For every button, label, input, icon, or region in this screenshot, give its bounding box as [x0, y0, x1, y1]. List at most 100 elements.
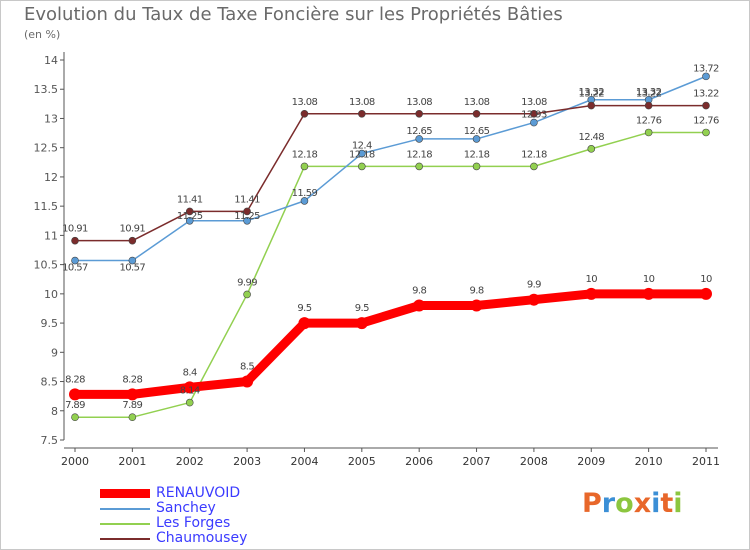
x-tick-label: 2008 [520, 455, 548, 468]
logo-letter: o [615, 488, 634, 519]
data-label: 12.4 [352, 141, 372, 152]
data-point [183, 381, 196, 394]
data-point [241, 375, 254, 388]
x-tick-label: 2000 [61, 455, 89, 468]
logo-letter: t [660, 488, 674, 519]
series-line [75, 104, 706, 242]
legend-swatch-chaumousey [100, 538, 150, 540]
data-point [642, 287, 655, 300]
data-point [243, 207, 251, 216]
x-tick-label: 2006 [405, 455, 433, 468]
logo-letter: x [633, 488, 652, 519]
data-point [358, 109, 366, 118]
x-tick-label: 2003 [233, 455, 261, 468]
data-point [527, 293, 540, 306]
data-point [472, 162, 481, 171]
data-point [300, 109, 309, 118]
x-tick-label: 2002 [176, 455, 204, 468]
y-tick-label: 8.5 [41, 376, 59, 389]
data-label: 10 [586, 274, 598, 285]
data-label: 13.22 [578, 89, 604, 100]
data-label: 9.5 [297, 303, 311, 314]
legend-label-renauvoid: RENAUVOID [156, 485, 241, 501]
data-point [700, 287, 712, 300]
data-label: 13.32 [636, 87, 662, 98]
data-label: 12.93 [521, 110, 547, 121]
chart-title: Evolution du Taux de Taxe Foncière sur l… [24, 4, 563, 25]
proxiti-logo: Proxiti [582, 488, 683, 519]
legend-swatch-renauvoid [100, 489, 150, 498]
series-line [75, 289, 706, 399]
data-label: 13.08 [292, 97, 318, 108]
legend-swatch-sanchey [100, 508, 150, 510]
data-label: 10 [700, 274, 712, 285]
data-label: 13.08 [521, 97, 547, 108]
data-point [530, 162, 538, 171]
data-point [71, 236, 79, 245]
y-tick-label: 11.5 [34, 200, 59, 213]
data-point [243, 290, 251, 299]
data-label: 9.8 [412, 286, 426, 297]
data-label: 11.25 [177, 211, 203, 222]
y-tick-label: 13.5 [34, 83, 59, 96]
data-point [587, 145, 596, 153]
logo-letter: i [673, 488, 683, 519]
x-tick-label: 2001 [118, 455, 146, 468]
data-point [530, 109, 538, 118]
data-label: 8.28 [65, 374, 85, 385]
y-tick-label: 14 [44, 54, 58, 67]
data-label: 13.22 [636, 89, 662, 100]
series-line [75, 131, 706, 418]
data-label: 10.57 [62, 263, 88, 274]
data-point [128, 256, 137, 265]
legend-swatch-les-forges [100, 523, 150, 525]
data-label: 13.22 [693, 89, 719, 100]
data-label: 9.5 [355, 303, 369, 314]
y-tick-label: 12 [44, 171, 58, 184]
data-point [358, 162, 366, 171]
data-label: 13.08 [349, 97, 375, 108]
data-point [358, 149, 366, 158]
y-tick-label: 13 [44, 112, 58, 125]
data-point [413, 299, 426, 312]
x-tick-label: 2007 [463, 455, 491, 468]
data-point [185, 216, 194, 225]
data-label: 12.76 [636, 115, 662, 126]
logo-letter: P [582, 488, 602, 519]
y-tick-label: 8 [51, 405, 58, 418]
data-point [470, 299, 483, 312]
x-tick-label: 2009 [577, 455, 605, 468]
data-label: 11.41 [177, 194, 203, 205]
data-point [128, 413, 137, 422]
x-tick-label: 2005 [348, 455, 376, 468]
data-point [71, 256, 79, 265]
data-label: 12.18 [521, 149, 547, 160]
data-label: 10.91 [62, 224, 88, 235]
legend-label-sanchey: Sanchey [156, 500, 216, 516]
data-label: 7.89 [65, 400, 85, 411]
data-point [415, 109, 423, 118]
data-label: 8.14 [180, 386, 200, 397]
logo-letter: r [601, 488, 616, 519]
data-label: 9.8 [469, 286, 483, 297]
data-point [472, 135, 481, 143]
data-label: 8.4 [183, 367, 197, 378]
data-point [69, 388, 81, 401]
data-label: 8.28 [122, 374, 142, 385]
data-label: 10 [643, 274, 655, 285]
data-label: 13.08 [464, 97, 490, 108]
data-point [300, 162, 309, 171]
data-label: 13.08 [406, 97, 432, 108]
data-point [415, 162, 423, 171]
data-point [530, 118, 538, 127]
y-tick-label: 10.5 [34, 259, 59, 272]
chart-subtitle: (en %) [24, 28, 61, 41]
data-point [702, 72, 710, 81]
y-tick-label: 11 [44, 229, 58, 242]
y-tick-label: 9.5 [41, 317, 59, 330]
data-point [300, 197, 309, 205]
data-label: 10.91 [120, 224, 146, 235]
data-point [71, 413, 79, 422]
data-point [702, 101, 710, 110]
